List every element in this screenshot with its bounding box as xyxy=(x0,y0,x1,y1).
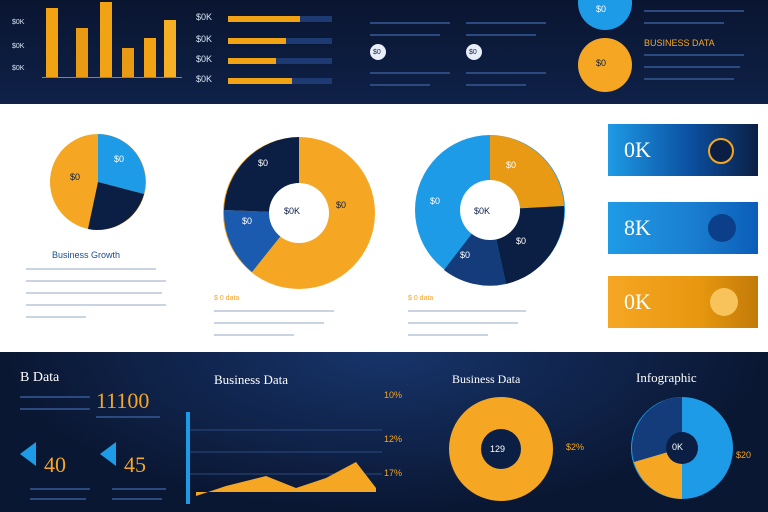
pie1-label: $0 xyxy=(70,172,81,182)
donut3-label: $0 xyxy=(506,160,517,170)
y-tick: $0K xyxy=(12,43,25,50)
pct-label: 12% xyxy=(384,434,403,444)
stat-a: 40 xyxy=(44,452,66,477)
bubble-label: $0 xyxy=(469,49,477,56)
tag-icon xyxy=(708,138,734,164)
donut2-label: $0 xyxy=(258,158,269,168)
bar xyxy=(76,28,88,78)
pie-bottom-center: 0K xyxy=(672,442,684,452)
circle-gold xyxy=(578,38,632,92)
donut-bottom xyxy=(449,397,553,501)
title-right1: Business Data xyxy=(452,372,521,386)
pie1-label: $0 xyxy=(114,154,125,164)
axis xyxy=(42,77,182,78)
title-right2: Infographic xyxy=(636,370,697,385)
pie-bottom xyxy=(631,397,733,499)
top-band: $0K $0K $0K $0K $0K $0K $0K $0 $0 $0 xyxy=(0,0,768,104)
bar xyxy=(122,48,134,78)
bar xyxy=(144,38,156,78)
bar xyxy=(100,2,112,78)
hbar xyxy=(228,78,292,84)
donut3-label: $0 xyxy=(460,250,471,260)
hbar xyxy=(228,38,286,44)
bubble xyxy=(466,44,482,60)
pct-label: 17% xyxy=(384,468,403,478)
donut2-label: $0 xyxy=(242,216,253,226)
donut-side: $2% xyxy=(566,442,585,452)
hbar-label: $0K xyxy=(196,12,213,22)
pct-label: 10% xyxy=(384,390,403,400)
bubble xyxy=(370,44,386,60)
title-left: B Data xyxy=(20,370,60,385)
bubble-label: $0 xyxy=(373,49,381,56)
bar xyxy=(46,8,58,78)
donut3-label: $0 xyxy=(430,196,441,206)
pie1-caption: Business Growth xyxy=(52,250,121,260)
donut2-caption: $ 0 data xyxy=(214,295,240,302)
title-mid: Business Data xyxy=(214,372,289,387)
donut3-caption: $ 0 data xyxy=(408,295,434,302)
area-chart xyxy=(186,412,382,504)
pie-bottom-side: $20 xyxy=(736,450,752,460)
hbar-label: $0K xyxy=(196,34,213,44)
tag-icon xyxy=(708,214,736,242)
donut2-label: $0 xyxy=(336,200,347,210)
big-number: 11100 xyxy=(96,388,150,413)
mid-band: $0 $0 Business Growth $0 $0 $0 $0K $ 0 d… xyxy=(0,104,768,352)
hbar-label: $0K xyxy=(196,74,213,84)
header-right: BUSINESS DATA xyxy=(644,38,715,48)
top-bar-chart: $0K $0K $0K xyxy=(12,0,182,78)
donut2-center: $0K xyxy=(284,206,301,216)
y-tick: $0K xyxy=(12,19,25,26)
donut-center: 129 xyxy=(490,444,506,454)
donut3-label: $0 xyxy=(516,236,527,246)
donut-chart-3 xyxy=(415,135,565,286)
donut3-center: $0K xyxy=(474,206,491,216)
hbar xyxy=(228,16,300,22)
stat-tag: 0K xyxy=(608,124,758,176)
hbar-label: $0K xyxy=(196,54,213,64)
circle-blue-label: $0 xyxy=(596,4,607,14)
hbar-chart: $0K $0K $0K $0K xyxy=(196,8,336,88)
pie-chart-1 xyxy=(50,134,146,230)
circle-gold-label: $0 xyxy=(596,58,607,68)
bottom-band: B Data 11100 40 45 Business Data 10% 12%… xyxy=(0,352,768,512)
bar xyxy=(164,20,176,78)
arrow-icon xyxy=(20,442,36,466)
y-tick: $0K xyxy=(12,65,25,72)
tag-icon xyxy=(710,288,738,316)
stat-b: 45 xyxy=(124,452,146,477)
hbar xyxy=(228,58,276,64)
arrow-icon xyxy=(100,442,116,466)
donut-chart-2 xyxy=(223,137,375,289)
